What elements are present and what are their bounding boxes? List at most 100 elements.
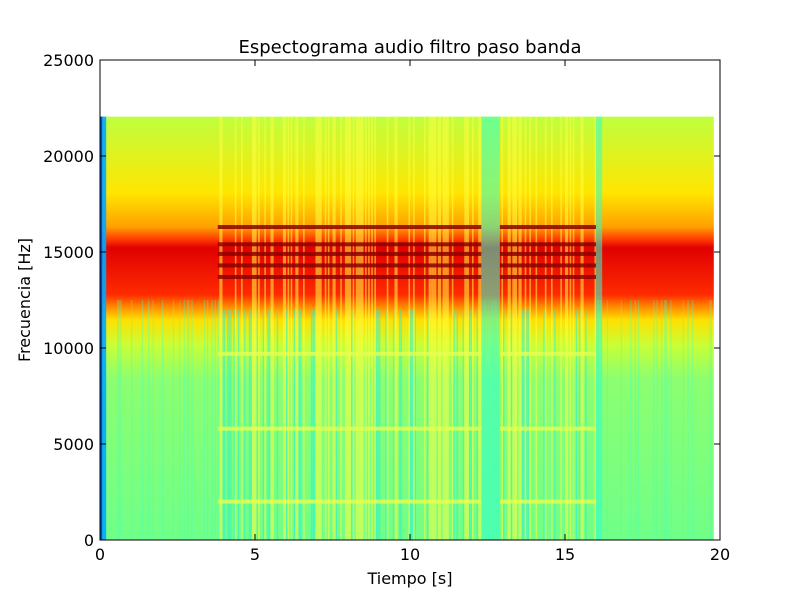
texture-column [572,116,575,540]
texture-column [332,116,335,540]
passband-harmonic-row [217,251,482,256]
texture-column [349,116,352,540]
texture-column [234,116,237,540]
texture-column [442,116,445,540]
texture-column [523,309,525,540]
texture-column [282,116,285,540]
x-tick-label: 15 [555,545,575,564]
texture-column [220,116,223,540]
texture-column [670,300,672,540]
texture-column [255,116,257,540]
texture-column [219,116,221,540]
passband-harmonic-row [499,274,596,279]
texture-column [637,300,640,540]
texture-column [451,116,454,540]
texture-column [360,116,362,540]
texture-column [682,300,684,540]
texture-column [224,309,226,540]
texture-column [396,116,398,540]
texture-column [554,309,556,540]
texture-column [582,116,584,540]
passband-harmonic-row [499,263,596,268]
texture-column [172,300,175,540]
texture-column [661,300,663,540]
texture-column [237,309,240,540]
quiet-interval [596,116,603,540]
passband-harmonic-row [217,274,482,279]
texture-column [188,300,190,540]
texture-column [276,309,279,540]
texture-column [479,116,482,540]
texture-column [709,300,711,540]
texture-column [141,300,144,540]
texture-column [346,116,349,540]
texture-column [251,116,254,540]
texture-column [377,309,379,540]
texture-column [355,116,358,540]
texture-column [578,309,581,540]
texture-column [518,116,521,540]
texture-column [410,309,412,540]
texture-column [222,309,224,540]
texture-column [286,309,288,540]
passband-harmonic-row [217,242,482,247]
texture-column [687,300,689,540]
texture-column [495,300,497,540]
texture-column [241,116,243,540]
texture-column [600,300,602,540]
low-frequency-row [217,426,482,431]
texture-column [445,116,448,540]
texture-column [551,116,553,540]
texture-column [344,116,347,540]
texture-column [414,309,417,540]
texture-column [295,116,297,540]
texture-column [287,116,290,540]
low-frequency-row [499,351,596,356]
passband-harmonic-row [499,251,596,256]
y-axis-label: Frecuencia [Hz] [15,238,34,362]
texture-column [310,309,313,540]
texture-column [515,116,517,540]
texture-column [268,309,271,540]
texture-column [512,116,514,540]
texture-column [597,300,599,540]
texture-column [507,116,510,540]
texture-column [296,116,299,540]
texture-column [358,116,361,540]
x-tick-label: 5 [250,545,260,564]
x-axis-label: Tiempo [s] [366,569,452,588]
texture-column [399,309,401,540]
texture-column [470,309,472,540]
quiet-interval [481,116,500,540]
texture-column [264,116,266,540]
texture-column [447,116,449,540]
texture-column [233,309,235,540]
texture-column [162,300,164,540]
texture-column [348,116,350,540]
x-axis-ticks: 0 5 10 15 20 [95,60,730,564]
passband-harmonic-row [499,242,596,247]
texture-column [566,116,569,540]
texture-column [575,309,578,540]
y-axis-ticks: 0 5000 10000 15000 20000 25000 [43,51,720,550]
texture-column [411,309,413,540]
texture-column [464,116,466,540]
texture-column [634,300,636,540]
texture-column [408,116,411,540]
texture-column [284,116,287,540]
texture-column [630,300,632,540]
texture-column [585,309,587,540]
texture-column [371,116,373,540]
texture-column [476,309,479,540]
texture-column [361,116,364,540]
texture-column [456,309,458,540]
texture-column [227,309,229,540]
texture-column [186,300,188,540]
texture-column [117,300,119,540]
chart-title: Espectograma audio filtro paso banda [239,37,582,58]
texture-column [529,116,531,540]
x-tick-label: 20 [710,545,730,564]
texture-column [148,300,150,540]
y-tick-label: 15000 [43,243,94,262]
texture-column [131,300,133,540]
